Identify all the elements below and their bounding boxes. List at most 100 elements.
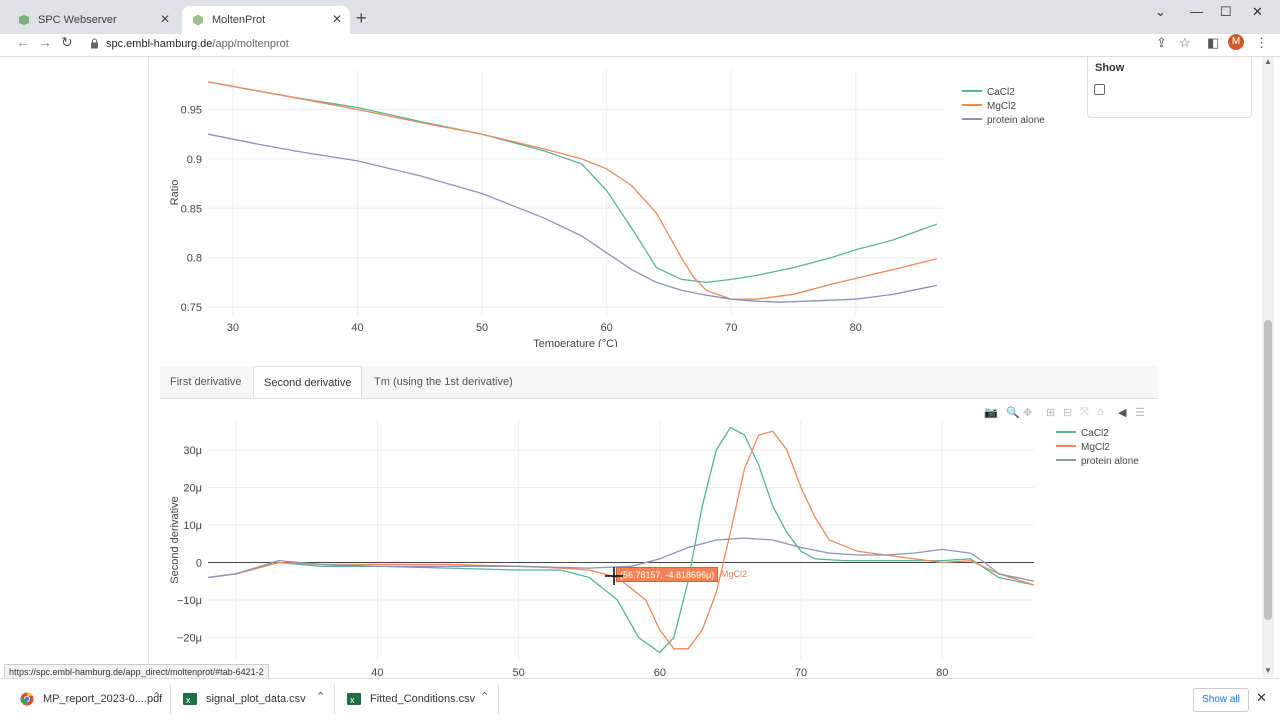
- window-close-icon[interactable]: ✕: [1252, 4, 1263, 19]
- x-tick-label: 60: [601, 322, 613, 334]
- second-derivative-chart[interactable]: 304050607080−20μ−10μ010μ20μ30μTemperatur…: [160, 400, 1158, 680]
- close-tab-icon[interactable]: ✕: [331, 12, 342, 26]
- url-host: spc.embl-hamburg.de: [106, 38, 213, 50]
- y-tick-label: 0.9: [187, 154, 202, 166]
- address-bar[interactable]: spc.embl-hamburg.de/app/moltenprot: [106, 38, 289, 50]
- browser-tab-spc-webserver[interactable]: SPC Webserver ✕: [8, 6, 178, 34]
- camera-icon[interactable]: 📷: [984, 407, 998, 419]
- reload-icon[interactable]: ↻: [61, 34, 73, 50]
- forward-icon[interactable]: →: [38, 34, 52, 50]
- download-options-chevron-icon[interactable]: ⌃: [152, 691, 162, 703]
- y-axis-title: Second derivative: [169, 496, 181, 583]
- zoom-out-icon[interactable]: ⊟: [1063, 407, 1073, 419]
- series-line-protein-alone[interactable]: [207, 133, 937, 303]
- back-icon[interactable]: ←: [16, 34, 30, 50]
- tab-tm-first-derivative[interactable]: Tm (using the 1st derivative): [374, 376, 513, 388]
- legend-entry[interactable]: protein alone: [1081, 456, 1139, 467]
- share-icon[interactable]: ⇪: [1156, 35, 1167, 50]
- hexagon-favicon-icon: [19, 14, 29, 26]
- tab-second-derivative[interactable]: Second derivative: [253, 366, 363, 398]
- x-axis-title: Temperature (°C): [533, 338, 617, 347]
- download-options-chevron-icon[interactable]: ⌃: [480, 691, 490, 703]
- download-item-fitted-csv[interactable]: x Fitted_Conditions.csv: [347, 684, 475, 714]
- series-line-protein-alone[interactable]: [207, 537, 1035, 582]
- divider: [170, 684, 171, 714]
- show-all-downloads-button[interactable]: Show all: [1193, 688, 1249, 712]
- x-tick-label: 30: [227, 322, 239, 334]
- svg-text:x: x: [186, 695, 191, 705]
- download-filename: signal_plot_data.csv: [206, 693, 306, 705]
- new-tab-icon[interactable]: +: [356, 8, 367, 28]
- x-tick-label: 70: [725, 322, 737, 334]
- autoscale-icon[interactable]: ⤧: [1080, 406, 1089, 418]
- hover-tooltip: (56.78157, -4.818696μ): [616, 567, 718, 582]
- x-tick-label: 70: [795, 667, 807, 679]
- bookmark-star-icon[interactable]: ☆: [1179, 35, 1191, 50]
- legend-entry[interactable]: protein alone: [987, 115, 1045, 126]
- browser-tab-title: SPC Webserver: [38, 14, 117, 26]
- show-checkbox[interactable]: [1094, 84, 1105, 95]
- y-axis-title: Ratio: [169, 180, 181, 206]
- y-tick-label: 0: [196, 558, 202, 570]
- crosshair-cursor-icon: [605, 567, 623, 585]
- x-tick-label: 50: [513, 667, 525, 679]
- zoom-in-icon[interactable]: ⊞: [1046, 407, 1056, 419]
- divider: [498, 684, 499, 714]
- pan-icon[interactable]: ✥: [1023, 407, 1033, 419]
- x-tick-label: 50: [476, 322, 488, 334]
- chrome-pdf-icon: [20, 692, 34, 706]
- legend-entry[interactable]: CaCl2: [1081, 428, 1109, 439]
- minimize-icon[interactable]: —: [1190, 4, 1203, 19]
- tab-first-derivative[interactable]: First derivative: [170, 376, 242, 388]
- divider: [334, 684, 335, 714]
- close-tab-icon[interactable]: ✕: [159, 12, 170, 26]
- x-tick-label: 40: [371, 667, 383, 679]
- reset-axes-home-icon[interactable]: ⌂: [1097, 406, 1104, 418]
- download-item-signal-csv[interactable]: x signal_plot_data.csv: [183, 684, 306, 714]
- download-options-chevron-icon[interactable]: ⌃: [316, 691, 326, 703]
- scroll-up-icon[interactable]: ▲: [1264, 57, 1272, 66]
- profile-avatar[interactable]: M: [1228, 34, 1244, 50]
- legend-entry[interactable]: MgCl2: [1081, 442, 1110, 453]
- maximize-icon[interactable]: ☐: [1220, 4, 1232, 19]
- series-line-cacl2[interactable]: [207, 81, 938, 284]
- scroll-down-icon[interactable]: ▼: [1264, 666, 1272, 675]
- y-tick-label: −20μ: [177, 633, 202, 645]
- excel-file-icon: x: [183, 693, 197, 705]
- menu-kebab-icon[interactable]: ⋮: [1255, 35, 1268, 50]
- compare-hover-icon[interactable]: ☰: [1135, 407, 1145, 419]
- legend-entry[interactable]: CaCl2: [987, 87, 1015, 98]
- side-panel-icon[interactable]: ◧: [1207, 35, 1220, 50]
- zoom-icon[interactable]: 🔍: [1006, 407, 1020, 419]
- y-tick-label: 10μ: [183, 520, 202, 532]
- download-filename: Fitted_Conditions.csv: [370, 693, 476, 705]
- browser-tab-title: MoltenProt: [212, 14, 266, 26]
- y-tick-label: 20μ: [183, 483, 202, 495]
- download-filename: MP_report_2023-0....pdf: [43, 693, 163, 705]
- y-tick-label: 0.85: [181, 203, 202, 215]
- x-tick-label: 40: [351, 322, 363, 334]
- series-line-mgcl2[interactable]: [207, 81, 937, 300]
- excel-file-icon: x: [347, 693, 361, 705]
- url-path: /app/moltenprot: [212, 38, 289, 50]
- y-tick-label: 30μ: [183, 445, 202, 457]
- series-line-cacl2[interactable]: [207, 426, 1035, 654]
- legend-entry[interactable]: MgCl2: [987, 101, 1016, 112]
- browser-toolbar: ← → ↻ spc.embl-hamburg.de/app/moltenprot…: [0, 34, 1280, 57]
- y-tick-label: −10μ: [177, 595, 202, 607]
- hover-series-label: MgCl2: [721, 569, 748, 579]
- ratio-chart[interactable]: 30 40 50 60 70 80 0.75 0.8 0.85 0.9 0.95 Temperatur…: [160, 62, 1065, 347]
- browser-tab-strip: SPC Webserver ✕ MoltenProt ✕ + ⌄ — ☐ ✕: [0, 0, 1280, 34]
- options-panel: [1087, 57, 1252, 118]
- x-tick-label: 80: [850, 322, 862, 334]
- left-sidebar: [0, 57, 149, 677]
- series-line-mgcl2[interactable]: [207, 430, 1035, 650]
- scrollbar-thumb[interactable]: [1264, 320, 1272, 620]
- hexagon-favicon-icon: [193, 14, 203, 26]
- spike-lines-icon[interactable]: ◀: [1118, 407, 1127, 419]
- close-downloads-bar-icon[interactable]: ✕: [1256, 690, 1267, 705]
- tab-search-chevron-icon[interactable]: ⌄: [1155, 4, 1166, 19]
- y-tick-label: 0.95: [181, 105, 202, 117]
- browser-tab-moltenprot[interactable]: MoltenProt ✕: [182, 6, 350, 34]
- download-item-pdf[interactable]: MP_report_2023-0....pdf: [20, 684, 162, 714]
